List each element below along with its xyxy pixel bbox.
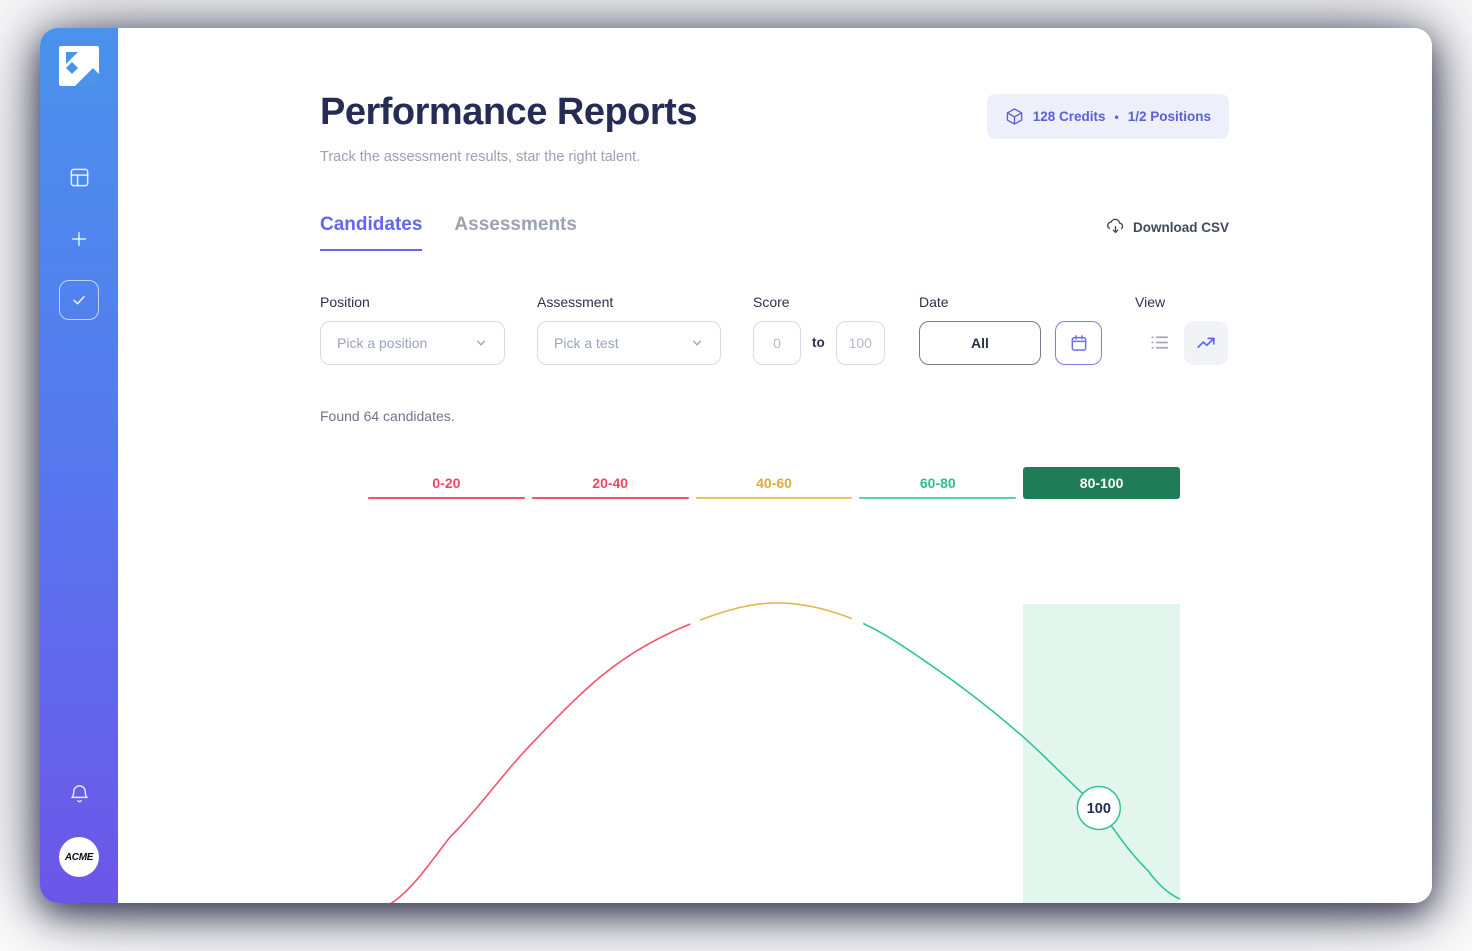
- download-csv-button[interactable]: Download CSV: [1106, 218, 1229, 237]
- page-header: Performance Reports Track the assessment…: [320, 28, 1229, 165]
- workspace-avatar-label: ACME: [64, 851, 94, 863]
- score-range-tabs: 0-20 20-40 40-60 60-80 80-100: [368, 466, 1180, 499]
- trending-up-icon: [1197, 337, 1215, 348]
- score-range-tab-60-80[interactable]: 60-80: [859, 467, 1017, 499]
- score-range-tab-40-60[interactable]: 40-60: [695, 467, 853, 499]
- box-icon: [1006, 108, 1023, 125]
- score-range-tab-80-100[interactable]: 80-100: [1023, 466, 1180, 499]
- page-subtitle: Track the assessment results, star the r…: [320, 148, 641, 165]
- bell-icon: [70, 784, 88, 802]
- credits-count: 128 Credits: [1032, 109, 1106, 124]
- download-csv-label: Download CSV: [1132, 219, 1229, 235]
- score-min-input[interactable]: [753, 320, 801, 365]
- list-icon: [1151, 336, 1169, 349]
- plus-icon: [71, 231, 87, 247]
- tab-assessments[interactable]: Assessments: [454, 213, 577, 235]
- curve-marker-label: 100: [1087, 801, 1111, 817]
- chevron-down-icon: [476, 340, 486, 346]
- assessment-select-value: Pick a test: [554, 334, 619, 351]
- assessment-label: Assessment: [537, 293, 614, 310]
- view-chart-button[interactable]: [1184, 320, 1228, 365]
- results-summary: Found 64 candidates.: [320, 407, 455, 424]
- filter-date: Date All: [919, 294, 1102, 365]
- score-label: Score: [753, 293, 790, 310]
- score-range-underline: [368, 496, 525, 499]
- score-range-underline: [859, 496, 1017, 499]
- filter-score: Score to: [753, 294, 885, 365]
- distribution-curve-segment: [699, 602, 853, 621]
- score-range-label: 20-40: [592, 474, 629, 491]
- check-square-icon: [73, 295, 85, 305]
- page-header-text: Performance Reports Track the assessment…: [320, 91, 697, 165]
- view-list-button[interactable]: [1148, 331, 1171, 354]
- app-logo[interactable]: [59, 46, 99, 86]
- assessment-select[interactable]: Pick a test: [537, 320, 721, 365]
- cloud-download-icon: [1107, 218, 1124, 233]
- workspace-avatar[interactable]: ACME: [59, 837, 99, 877]
- highlight-band-80-100: [1023, 604, 1180, 903]
- filter-assessment: Assessment Pick a test: [537, 294, 721, 365]
- page-title: Performance Reports: [320, 91, 697, 133]
- position-select-value: Pick a position: [337, 334, 428, 351]
- filter-bar: Position Pick a position Assessment Pick…: [320, 294, 1229, 368]
- distribution-curve-segment: [390, 623, 691, 903]
- filter-position: Position Pick a position: [320, 294, 505, 365]
- view-label: View: [1135, 293, 1166, 310]
- score-range-label: 0-20: [432, 474, 461, 491]
- layout-icon: [70, 168, 88, 186]
- score-range-label: 80-100: [1079, 474, 1124, 491]
- score-range-underline: [695, 496, 853, 499]
- main-content: 100 Performance Reports Track the assess…: [118, 28, 1432, 903]
- distribution-curve-segment: [862, 622, 1181, 900]
- positions-count: 1/2 Positions: [1127, 109, 1211, 124]
- tab-candidates[interactable]: Candidates: [320, 214, 423, 251]
- score-range-underline: [531, 496, 689, 499]
- score-range-tab-0-20[interactable]: 0-20: [368, 467, 525, 499]
- score-range-tab-20-40[interactable]: 20-40: [531, 467, 689, 499]
- score-range-label: 40-60: [756, 474, 792, 491]
- tab-bar: Candidates Assessments Download CSV: [320, 214, 1229, 251]
- sidebar: ACME: [40, 28, 118, 903]
- date-calendar-button[interactable]: [1055, 320, 1102, 365]
- date-all-button[interactable]: All: [919, 320, 1041, 365]
- curve-marker-circle[interactable]: [1076, 785, 1122, 831]
- logo-arrow-icon: [59, 46, 99, 86]
- sidebar-item-assessments[interactable]: [59, 280, 99, 320]
- sidebar-item-dashboard[interactable]: [59, 157, 99, 197]
- app-window: ACME 100 Performance Reports Track the a…: [40, 28, 1432, 903]
- calendar-icon: [1071, 334, 1086, 351]
- content-column: Performance Reports Track the assessment…: [320, 28, 1229, 499]
- position-select[interactable]: Pick a position: [320, 320, 505, 365]
- badge-separator: •: [1114, 109, 1119, 124]
- score-max-input[interactable]: [835, 320, 885, 365]
- score-range-label: 60-80: [919, 474, 956, 491]
- position-label: Position: [320, 293, 370, 310]
- filter-view: View: [1135, 294, 1228, 365]
- credits-badge[interactable]: 128 Credits • 1/2 Positions: [986, 94, 1229, 139]
- chevron-down-icon: [692, 340, 702, 346]
- score-joiner-label: to: [812, 335, 825, 351]
- sidebar-item-create[interactable]: [59, 219, 99, 259]
- date-label: Date: [919, 293, 949, 310]
- notifications-button[interactable]: [59, 774, 99, 814]
